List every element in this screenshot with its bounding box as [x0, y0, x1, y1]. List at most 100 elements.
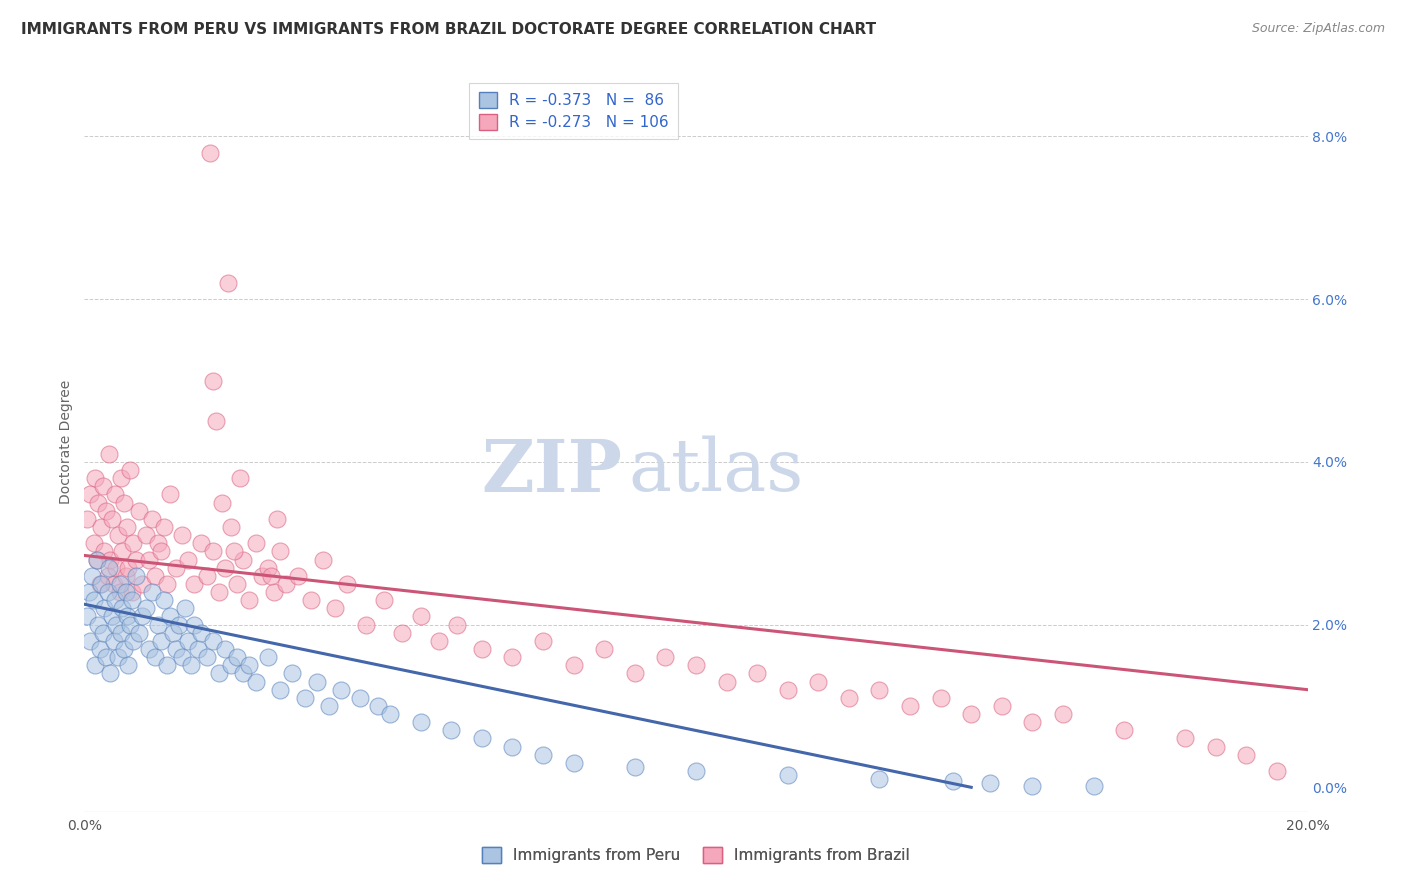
Point	[103, 577, 125, 591]
Point	[257, 560, 280, 574]
Point	[162, 625, 184, 640]
Point	[98, 552, 121, 566]
Y-axis label: Doctorate Degree: Doctorate Degree	[59, 379, 73, 504]
Point	[776, 682, 799, 697]
Point	[165, 642, 187, 657]
Point	[263, 585, 285, 599]
Point	[108, 585, 131, 599]
Point	[122, 633, 145, 648]
Point	[122, 536, 145, 550]
Point	[446, 617, 468, 632]
Point	[104, 487, 127, 501]
Point	[531, 633, 554, 648]
Point	[1083, 780, 1105, 794]
Point	[838, 690, 860, 705]
Point	[224, 544, 246, 558]
Point	[107, 528, 129, 542]
Point	[391, 625, 413, 640]
Text: atlas: atlas	[628, 436, 804, 507]
Point	[250, 568, 273, 582]
Point	[245, 536, 267, 550]
Point	[716, 674, 738, 689]
Point	[159, 609, 181, 624]
Point	[869, 682, 891, 697]
Point	[294, 690, 316, 705]
Point	[942, 773, 965, 788]
Point	[94, 504, 117, 518]
Point	[115, 609, 138, 624]
Legend: Immigrants from Peru, Immigrants from Brazil: Immigrants from Peru, Immigrants from Br…	[475, 839, 917, 871]
Point	[156, 658, 179, 673]
Point	[183, 577, 205, 591]
Point	[205, 414, 228, 428]
Point	[94, 650, 117, 665]
Point	[245, 674, 267, 689]
Point	[115, 568, 138, 582]
Point	[685, 658, 707, 673]
Point	[305, 674, 328, 689]
Point	[232, 666, 254, 681]
Point	[201, 374, 224, 388]
Point	[186, 642, 208, 657]
Point	[131, 609, 153, 624]
Point	[138, 552, 160, 566]
Point	[1021, 715, 1043, 730]
Point	[312, 552, 335, 566]
Point	[125, 552, 148, 566]
Point	[1236, 747, 1258, 762]
Point	[624, 760, 647, 774]
Point	[685, 764, 707, 778]
Point	[226, 650, 249, 665]
Point	[354, 617, 377, 632]
Point	[747, 666, 769, 681]
Point	[198, 145, 221, 160]
Point	[131, 577, 153, 591]
Point	[79, 487, 101, 501]
Point	[440, 723, 463, 738]
Point	[111, 544, 134, 558]
Point	[110, 471, 132, 485]
Point	[84, 658, 107, 673]
Point	[217, 276, 239, 290]
Point	[226, 577, 249, 591]
Point	[195, 568, 218, 582]
Point	[89, 642, 111, 657]
Point	[86, 552, 108, 566]
Point	[177, 633, 200, 648]
Point	[427, 633, 450, 648]
Point	[112, 495, 135, 509]
Point	[97, 568, 120, 582]
Point	[276, 577, 298, 591]
Point	[654, 650, 676, 665]
Point	[190, 536, 212, 550]
Point	[214, 642, 236, 657]
Point	[115, 585, 138, 599]
Point	[201, 544, 224, 558]
Point	[93, 544, 115, 558]
Point	[104, 593, 127, 607]
Point	[120, 463, 142, 477]
Point	[195, 650, 218, 665]
Point	[115, 520, 138, 534]
Point	[117, 560, 139, 574]
Point	[266, 512, 288, 526]
Point	[183, 617, 205, 632]
Point	[91, 625, 114, 640]
Point	[214, 560, 236, 574]
Point	[121, 585, 143, 599]
Point	[562, 756, 585, 770]
Point	[471, 731, 494, 746]
Point	[257, 650, 280, 665]
Point	[531, 747, 554, 762]
Point	[149, 633, 172, 648]
Point	[89, 577, 111, 591]
Point	[238, 658, 260, 673]
Point	[149, 544, 172, 558]
Point	[80, 568, 103, 582]
Point	[172, 528, 194, 542]
Point	[219, 520, 242, 534]
Text: ZIP: ZIP	[482, 435, 623, 507]
Point	[180, 658, 202, 673]
Point	[141, 512, 163, 526]
Point	[229, 471, 252, 485]
